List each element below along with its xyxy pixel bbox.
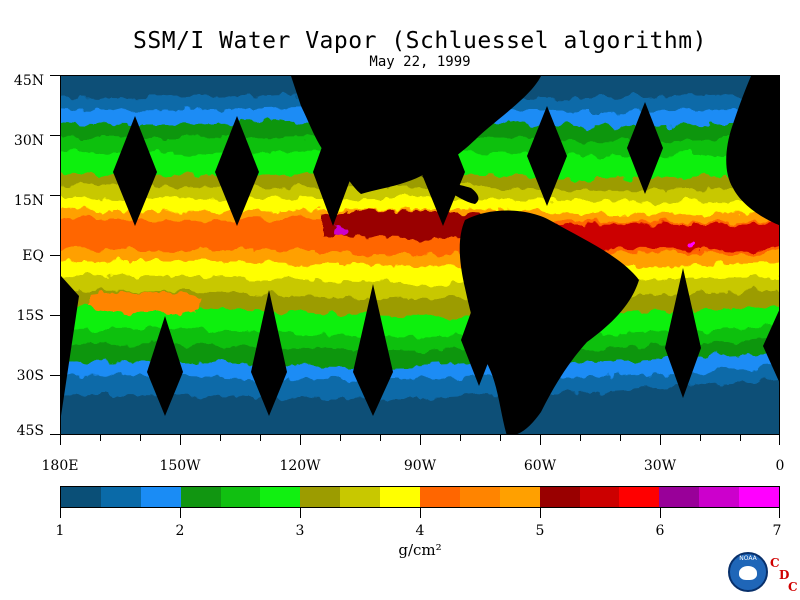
lon-tick [60, 435, 61, 445]
colorbar-segment [260, 487, 301, 507]
lon-tick [140, 435, 141, 441]
cdc-letter-d: D [779, 568, 790, 582]
colorbar-segment [140, 487, 181, 507]
colorbar-segment [420, 487, 460, 507]
colorbar-segment [180, 487, 221, 507]
colorbar-segment [459, 487, 500, 507]
lon-tick [100, 435, 101, 441]
colorbar-segment [340, 487, 381, 507]
map-date: May 22, 1999 [369, 54, 471, 70]
colorbar-segment [539, 487, 580, 507]
lon-tick [540, 435, 541, 445]
map-title: SSM/I Water Vapor (Schluessel algorithm) [133, 28, 707, 54]
colorbar-label-7: 7 [772, 523, 782, 539]
colorbar-tick [779, 508, 780, 518]
lon-tick [180, 435, 181, 445]
colorbar-tick [60, 508, 61, 518]
colorbar-unit: g/cm² [398, 541, 442, 559]
lon-tick [500, 435, 501, 441]
lon-label-60w: 60W [523, 458, 557, 474]
lon-tick [779, 435, 780, 445]
lat-label-30s: 30S [16, 368, 44, 384]
lon-tick [260, 435, 261, 441]
lon-tick [460, 435, 461, 441]
lat-tick [50, 315, 60, 316]
colorbar-segment [699, 487, 740, 507]
lon-tick [420, 435, 421, 445]
colorbar-segment [739, 487, 780, 507]
lon-label-180e: 180E [41, 458, 79, 474]
colorbar-segment [579, 487, 620, 507]
colorbar-segment [300, 487, 341, 507]
lat-tick [50, 135, 60, 136]
colorbar-segment [61, 487, 101, 507]
lat-tick [50, 75, 60, 76]
colorbar-label-2: 2 [175, 523, 185, 539]
lon-label-90w: 90W [403, 458, 437, 474]
water-vapor-map [60, 75, 780, 435]
colorbar-label-5: 5 [535, 523, 545, 539]
lat-label-15n: 15N [13, 193, 44, 209]
colorbar-label-3: 3 [295, 523, 305, 539]
landmasses [61, 76, 779, 434]
colorbar-segment [100, 487, 141, 507]
colorbar-tick [300, 508, 301, 518]
colorbar-label-6: 6 [655, 523, 665, 539]
lat-label-45s: 45S [16, 423, 44, 439]
colorbar-tick [180, 508, 181, 518]
lon-tick [740, 435, 741, 441]
lon-tick [580, 435, 581, 441]
colorbar-tick [660, 508, 661, 518]
colorbar-segment [619, 487, 660, 507]
colorbar-tick [540, 508, 541, 518]
lat-tick [50, 375, 60, 376]
colorbar-segment [499, 487, 540, 507]
lon-tick [340, 435, 341, 441]
lon-tick [620, 435, 621, 441]
colorbar-segment [380, 487, 421, 507]
lat-tick [50, 434, 60, 435]
lat-tick [50, 195, 60, 196]
lon-tick [220, 435, 221, 441]
noaa-logo-text: NOAA [739, 555, 757, 562]
colorbar-segment [220, 487, 261, 507]
lat-label-30n: 30N [13, 133, 44, 149]
lon-tick [300, 435, 301, 445]
cdc-letter-c1: C [770, 556, 780, 570]
lon-label-120w: 120W [279, 458, 321, 474]
cdc-letter-c2: C [788, 580, 798, 594]
colorbar-segment [659, 487, 700, 507]
lon-tick [660, 435, 661, 445]
lon-label-30w: 30W [643, 458, 677, 474]
lat-tick [50, 255, 60, 256]
lon-tick [380, 435, 381, 441]
noaa-bird-icon [739, 566, 757, 580]
lon-label-150w: 150W [159, 458, 201, 474]
colorbar [60, 486, 780, 508]
lat-label-45n: 45N [13, 73, 44, 89]
map-field [61, 76, 779, 434]
lat-label-15s: 15S [16, 308, 44, 324]
lon-tick [700, 435, 701, 441]
colorbar-label-4: 4 [415, 523, 425, 539]
colorbar-label-1: 1 [55, 523, 65, 539]
noaa-logo: NOAA [728, 552, 768, 592]
lon-label-0: 0 [775, 458, 785, 474]
colorbar-tick [420, 508, 421, 518]
lat-label-eq: EQ [22, 248, 44, 264]
